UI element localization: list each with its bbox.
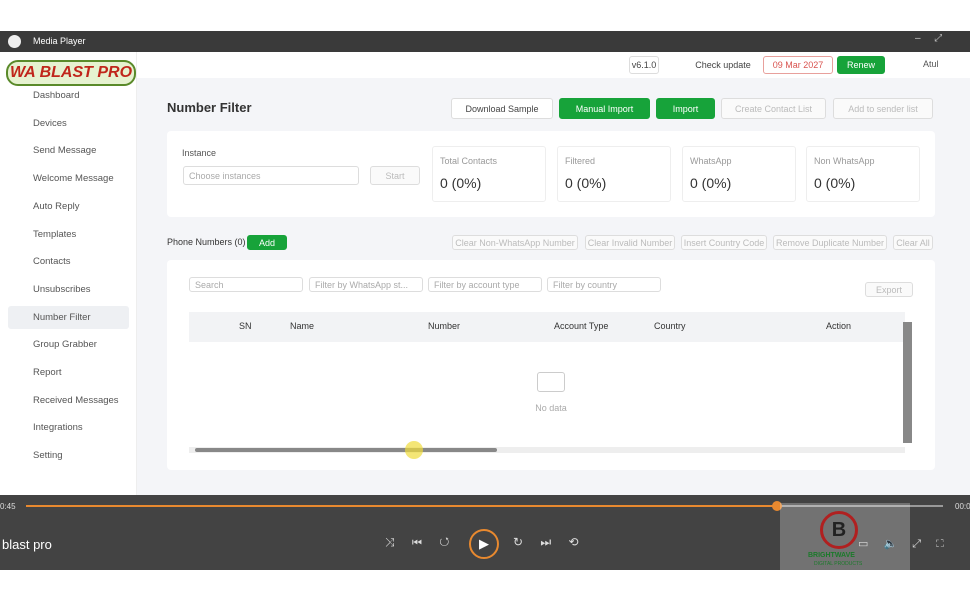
stat-value: 0 (0%) — [440, 175, 482, 191]
elapsed-time: 0:45 — [0, 502, 16, 511]
watermark-sub: DIGITAL PRODUCTS — [814, 561, 863, 567]
table-card — [167, 260, 935, 470]
sidebar-item[interactable]: Number Filter — [33, 311, 91, 323]
sidebar-active-bg — [8, 305, 129, 329]
instance-label: Instance — [182, 148, 217, 158]
start-button[interactable]: Start — [370, 166, 420, 185]
remaining-time: 00:0 — [955, 502, 970, 511]
column-header[interactable]: Action — [826, 321, 852, 331]
renew-button[interactable]: Renew — [837, 56, 885, 74]
toolbar-button[interactable]: Create Contact List — [721, 98, 826, 119]
column-header[interactable]: Name — [290, 321, 315, 331]
filter-input[interactable]: Filter by account type — [428, 277, 542, 292]
sidebar-item[interactable]: Group Grabber — [33, 339, 97, 351]
toolbar-button[interactable]: Import — [656, 98, 715, 119]
title-bar: Media Player – ⤢ — [0, 31, 970, 52]
transport-buttons[interactable]: ⤨ ⏮ ↺ — [385, 535, 450, 549]
progress-played[interactable] — [26, 505, 777, 507]
toolbar-button[interactable]: Download Sample — [451, 98, 553, 119]
window-buttons[interactable]: ▭ 🔈 ⤢ ⛶ — [858, 538, 944, 550]
export-button[interactable]: Export — [865, 282, 913, 297]
column-header[interactable]: SN — [239, 321, 252, 331]
sidebar-item[interactable]: Contacts — [33, 256, 71, 268]
v-scroll-thumb[interactable] — [903, 322, 912, 443]
stat-label: Non WhatsApp — [814, 156, 875, 166]
instance-select[interactable]: Choose instances — [183, 166, 359, 185]
stat-card — [682, 146, 796, 202]
action-button[interactable]: Remove Duplicate Number — [773, 235, 887, 250]
empty-text: No data — [535, 403, 567, 413]
action-button[interactable]: Clear All — [893, 235, 933, 250]
app: WA BLAST PRO v6.1.0 Check update 09 Mar 20… — [0, 52, 970, 495]
column-header[interactable]: Number — [428, 321, 461, 331]
add-button[interactable]: Add — [247, 235, 287, 250]
stat-label: Filtered — [565, 156, 596, 166]
progress-remaining[interactable] — [777, 505, 943, 507]
sidebar-item[interactable]: Setting — [33, 450, 63, 462]
page-title: Number Filter — [167, 100, 252, 115]
sidebar-item[interactable]: Devices — [33, 117, 67, 129]
watermark-text: BRIGHTWAVE — [808, 552, 855, 559]
watermark-logo: B — [820, 511, 858, 549]
toolbar-button[interactable]: Manual Import — [559, 98, 650, 119]
app-icon — [8, 35, 21, 48]
stat-card — [806, 146, 920, 202]
window-controls[interactable]: – ⤢ — [915, 33, 943, 44]
expiry-date: 09 Mar 2027 — [763, 56, 833, 74]
empty-icon — [537, 372, 565, 392]
phone-numbers-label: Phone Numbers (0) — [167, 237, 246, 247]
stat-card — [557, 146, 671, 202]
h-scroll-thumb[interactable] — [195, 448, 497, 452]
progress-handle[interactable] — [772, 501, 782, 511]
media-title: blast pro — [2, 537, 52, 552]
stat-value: 0 (0%) — [814, 175, 856, 191]
logo: WA BLAST PRO — [6, 60, 136, 86]
table-header — [189, 312, 905, 342]
watermark: B BRIGHTWAVE DIGITAL PRODUCTS — [780, 503, 910, 570]
sidebar-item[interactable]: Send Message — [33, 145, 97, 157]
stat-value: 0 (0%) — [690, 175, 732, 191]
window-title: Media Player — [33, 36, 86, 46]
stat-label: Total Contacts — [440, 156, 498, 166]
player-controls: 0:45 00:0 blast pro ⤨ ⏮ ↺ ▶ ↻ ⏭ ⟲ B BRIG… — [0, 495, 970, 570]
sidebar-item[interactable]: Welcome Message — [33, 173, 114, 185]
sidebar-item[interactable]: Dashboard — [33, 90, 80, 101]
sidebar-item[interactable]: Auto Reply — [33, 200, 80, 212]
action-button[interactable]: Clear Non-WhatsApp Number — [452, 235, 578, 250]
transport-buttons-right[interactable]: ↻ ⏭ ⟲ — [513, 535, 579, 549]
stat-label: WhatsApp — [690, 156, 732, 166]
filter-input[interactable]: Filter by country — [547, 277, 661, 292]
filter-input[interactable]: Search — [189, 277, 303, 292]
column-header[interactable]: Account Type — [554, 321, 609, 331]
user-name[interactable]: Atul — [923, 59, 939, 69]
action-button[interactable]: Insert Country Code — [681, 235, 767, 250]
sidebar-item[interactable]: Received Messages — [33, 394, 119, 406]
h-scroll-track — [189, 447, 905, 453]
version: v6.1.0 — [629, 56, 659, 74]
sidebar-item[interactable]: Unsubscribes — [33, 283, 91, 295]
sidebar-item[interactable]: Templates — [33, 228, 77, 240]
filter-input[interactable]: Filter by WhatsApp st... — [309, 277, 423, 292]
action-button[interactable]: Clear Invalid Number — [585, 235, 675, 250]
cursor-highlight — [405, 441, 423, 459]
check-update[interactable]: Check update — [686, 56, 760, 74]
sidebar — [0, 52, 137, 495]
stat-card — [432, 146, 546, 202]
stat-value: 0 (0%) — [565, 175, 607, 191]
play-button[interactable]: ▶ — [469, 529, 499, 559]
sidebar-item[interactable]: Integrations — [33, 422, 83, 434]
sidebar-item[interactable]: Report — [33, 367, 62, 378]
toolbar-button[interactable]: Add to sender list — [833, 98, 933, 119]
column-header[interactable]: Country — [654, 321, 686, 331]
